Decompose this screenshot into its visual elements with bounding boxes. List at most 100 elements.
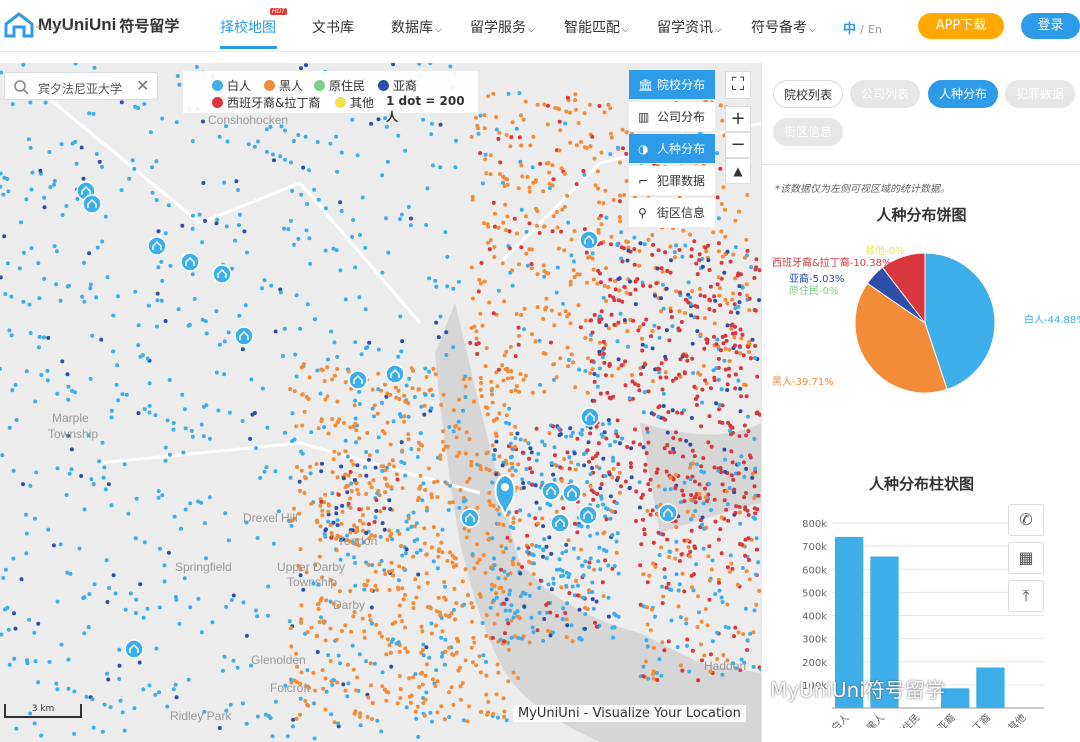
school-marker[interactable] [234,326,254,346]
pie-slice[interactable] [854,282,948,394]
population-dot [648,284,653,289]
tool-race-distribution[interactable]: ◑ 人种分布 [629,134,715,164]
population-dot [665,443,670,447]
tab-company-list[interactable]: 公司列表 [850,80,920,108]
school-marker[interactable] [580,407,600,427]
compass-north-button[interactable]: ▲ [725,158,751,184]
tool-neighborhood-info[interactable]: ⚲ 街区信息 [629,198,715,228]
school-marker-dot[interactable] [658,503,678,523]
nav-study-news[interactable]: 留学资讯 ⌵ [657,20,722,36]
qr-code-icon[interactable]: ▦ [1008,542,1044,574]
zoom-out-button[interactable]: − [725,132,751,158]
school-marker-dot[interactable] [385,364,405,384]
population-dot [697,610,701,615]
school-marker-dot[interactable] [348,370,368,390]
phone-icon[interactable]: ✆ [1008,504,1044,536]
population-dot [427,388,432,393]
school-marker[interactable] [460,508,480,528]
school-marker-dot[interactable] [212,264,232,284]
population-dot [342,421,346,425]
population-dot [545,501,550,506]
school-marker-dot[interactable] [234,326,254,346]
population-dot [285,734,290,739]
search-box[interactable]: 宾夕法尼亚大学 ✕ [4,72,158,100]
school-marker-dot[interactable] [460,508,480,528]
population-dot [643,462,648,467]
school-marker-dot[interactable] [147,236,167,256]
search-input[interactable]: 宾夕法尼亚大学 [38,82,123,96]
tab-school-list[interactable]: 院校列表 [773,80,843,108]
population-dot [369,533,374,538]
school-marker[interactable] [550,513,570,533]
population-dot [364,530,369,535]
school-marker-dot[interactable] [180,252,200,272]
school-marker-dot[interactable] [82,194,102,214]
population-dot [304,684,309,689]
nav-smart-match[interactable]: 智能匹配 ⌵ [564,20,629,36]
bar[interactable] [835,536,864,708]
logo[interactable]: MyUniUni 符号留学 [4,12,179,38]
tab-race-distribution[interactable]: 人种分布 [928,80,998,108]
population-dot [733,306,738,311]
back-to-top-icon[interactable]: ⤒ [1008,580,1044,612]
fullscreen-icon[interactable]: ⛶ [725,71,751,99]
nav-study-service[interactable]: 留学服务 ⌵ [470,20,535,36]
school-marker[interactable] [578,505,598,525]
app-download-button[interactable]: APP下载 [918,13,1004,39]
location-pin-icon[interactable] [494,473,516,518]
school-marker-dot[interactable] [541,481,561,501]
population-dot [356,492,361,496]
map-canvas[interactable]: Conshohocken Marple Township Drexel Hill… [0,63,761,742]
school-marker[interactable] [124,639,144,659]
school-marker[interactable] [562,483,582,503]
school-marker[interactable] [82,194,102,214]
school-marker-dot[interactable] [578,505,598,525]
population-dot [616,462,621,467]
school-marker[interactable] [147,236,167,256]
population-dot [444,481,449,486]
population-dot [706,554,711,559]
clear-icon[interactable]: ✕ [136,76,150,95]
school-marker-dot[interactable] [562,483,582,503]
school-marker-dot[interactable] [124,639,144,659]
language-switch[interactable]: 中 / En [843,22,882,37]
school-marker[interactable] [348,370,368,390]
population-dot [641,604,646,609]
population-dot [457,397,461,402]
population-dot [214,370,219,375]
bar[interactable] [976,667,1005,709]
school-marker[interactable] [385,364,405,384]
zoom-in-button[interactable]: + [725,106,751,132]
school-marker[interactable] [658,503,678,523]
population-dot [689,313,694,318]
tab-crime-data[interactable]: 犯罪数据 [1005,80,1075,108]
population-dot [752,484,757,489]
school-markers[interactable] [76,181,678,659]
school-marker[interactable] [180,252,200,272]
school-marker-dot[interactable] [579,230,599,250]
population-dot [437,610,442,615]
population-dot [409,216,413,221]
tab-neighborhood-info[interactable]: 街区信息 [773,118,843,146]
population-dot [3,567,8,572]
school-marker-dot[interactable] [550,513,570,533]
tool-school-distribution[interactable]: 🏛 院校分布 [629,70,715,100]
nav-school-map[interactable]: 择校地图 [220,20,276,36]
population-dot [575,530,580,535]
bar[interactable] [870,556,899,709]
population-dot [434,609,439,614]
tool-crime-data[interactable]: ⌐ 犯罪数据 [629,166,715,196]
bar[interactable] [941,688,970,708]
pie-slice[interactable] [924,252,996,391]
tool-company-distribution[interactable]: ▥ 公司分布 [629,102,715,132]
pie-slice[interactable] [881,252,926,325]
school-marker[interactable] [579,230,599,250]
school-marker[interactable] [541,481,561,501]
nav-database[interactable]: 数据库 ⌵ [391,20,442,36]
login-button[interactable]: 登录 [1021,13,1080,39]
school-marker[interactable] [212,264,232,284]
nav-exam-prep[interactable]: 符号备考 ⌵ [751,20,816,36]
school-marker-dot[interactable] [580,407,600,427]
nav-essay-library[interactable]: 文书库 [312,20,354,36]
population-dot [628,279,632,284]
